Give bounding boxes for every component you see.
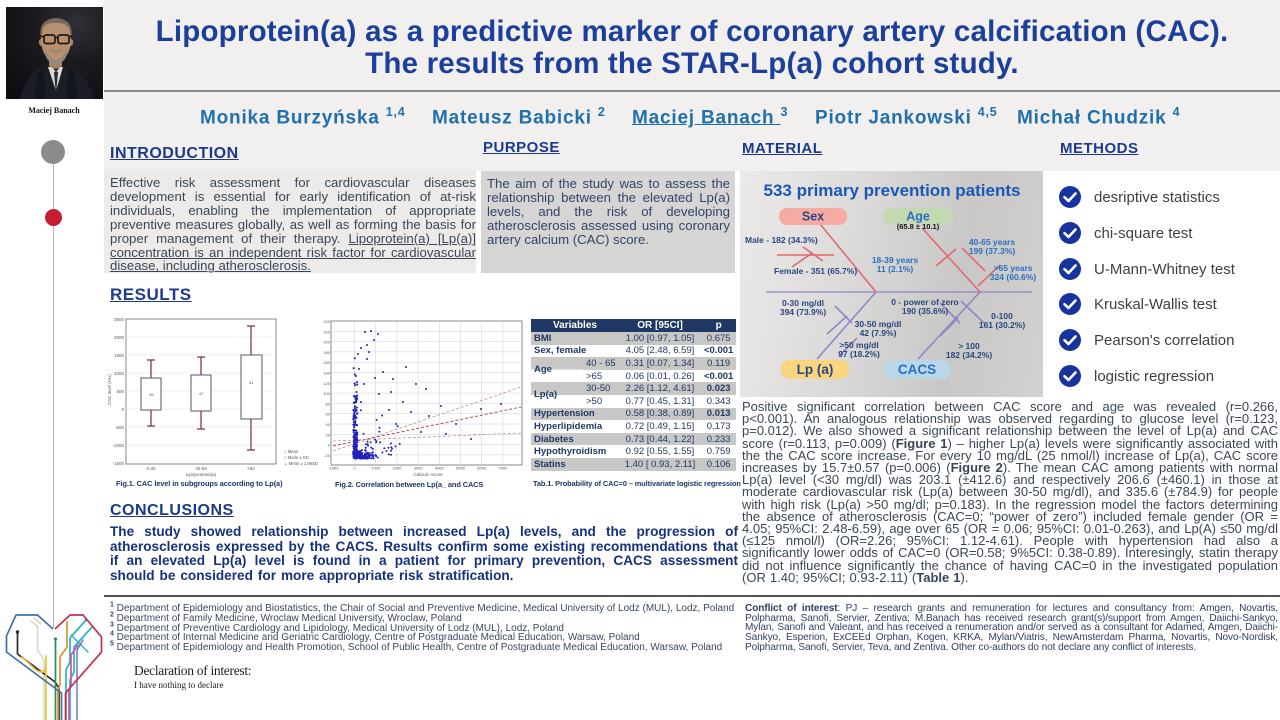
svg-text:Age: Age — [906, 210, 930, 224]
svg-text:100: 100 — [323, 391, 330, 396]
svg-text:0-30 mg/dl: 0-30 mg/dl — [782, 298, 824, 308]
svg-text:> 100: > 100 — [958, 341, 980, 351]
svg-text:160: 160 — [323, 360, 330, 365]
svg-text:120: 120 — [323, 381, 330, 386]
svg-text:7000: 7000 — [498, 466, 508, 471]
svg-text:Female - 351 (65.7%): Female - 351 (65.7%) — [774, 266, 857, 276]
svg-text:-1000: -1000 — [112, 443, 124, 448]
svg-text:>50: >50 — [247, 466, 255, 471]
svg-text:0: 0 — [328, 443, 331, 448]
svg-text:⊥ Mean ± 1.96SD: ⊥ Mean ± 1.96SD — [284, 461, 318, 466]
svg-text:Sex: Sex — [802, 210, 824, 224]
svg-text:1000: 1000 — [371, 466, 381, 471]
svg-text:0-30: 0-30 — [146, 466, 156, 471]
svg-text:>65 years: >65 years — [994, 263, 1033, 273]
svg-text:Lipoproteina(a): Lipoproteina(a) — [186, 472, 217, 477]
svg-text:200: 200 — [323, 340, 330, 345]
svg-text:220: 220 — [323, 329, 330, 334]
svg-text:0: 0 — [353, 466, 356, 471]
svg-text:40: 40 — [326, 422, 331, 427]
svg-text:0: 0 — [121, 407, 124, 412]
svg-text:20: 20 — [326, 432, 331, 437]
svg-text:CACS: CACS — [898, 362, 936, 377]
svg-text:Calcium Score: Calcium Score — [413, 472, 443, 477]
svg-text:324 (60.6%): 324 (60.6%) — [990, 272, 1036, 282]
svg-text:60: 60 — [326, 412, 331, 417]
svg-text:Lp (a): Lp (a) — [797, 362, 834, 377]
svg-text:97 (18.2%): 97 (18.2%) — [838, 349, 880, 359]
svg-text:0 - power of zero: 0 - power of zero — [891, 297, 959, 307]
svg-text:1500: 1500 — [114, 353, 125, 358]
svg-text:3000: 3000 — [414, 466, 424, 471]
svg-text:182 (34.2%): 182 (34.2%) — [946, 350, 992, 360]
svg-text:(65.8 ± 10.1): (65.8 ± 10.1) — [897, 222, 940, 231]
svg-text:5000: 5000 — [456, 466, 466, 471]
svg-text:40-65 years: 40-65 years — [969, 237, 1016, 247]
svg-text:4000: 4000 — [435, 466, 445, 471]
svg-text:□ Mean: □ Mean — [284, 449, 299, 454]
svg-text:2000: 2000 — [114, 335, 125, 340]
svg-text:CAC level (HU): CAC level (HU) — [107, 374, 112, 405]
svg-text:45: 45 — [149, 392, 154, 397]
svg-text:140: 140 — [323, 371, 330, 376]
svg-text:-1000: -1000 — [328, 466, 339, 471]
svg-text:500: 500 — [116, 389, 124, 394]
svg-text:2500: 2500 — [114, 317, 125, 322]
svg-text:394 (73.9%): 394 (73.9%) — [780, 307, 826, 317]
svg-text:2000: 2000 — [392, 466, 402, 471]
svg-text:80: 80 — [326, 401, 331, 406]
svg-text:11 (2.1%): 11 (2.1%) — [877, 264, 914, 274]
svg-text:0-100: 0-100 — [991, 311, 1013, 321]
svg-text:30-50: 30-50 — [195, 466, 207, 471]
svg-text:533 primary prevention patient: 533 primary prevention patients — [764, 181, 1021, 200]
svg-text:161 (30.2%): 161 (30.2%) — [979, 320, 1025, 330]
svg-text:180: 180 — [323, 350, 330, 355]
svg-text:240: 240 — [323, 319, 330, 324]
svg-text:18-39 years: 18-39 years — [872, 255, 919, 265]
svg-text:51: 51 — [249, 380, 254, 385]
svg-text:1000: 1000 — [114, 371, 125, 376]
svg-text:47: 47 — [199, 391, 204, 396]
svg-text:199 (37.3%): 199 (37.3%) — [969, 246, 1015, 256]
svg-text:□ Mode ± SD: □ Mode ± SD — [284, 455, 309, 460]
svg-text:190 (35.6%): 190 (35.6%) — [902, 306, 948, 316]
svg-text:-500: -500 — [115, 425, 125, 430]
svg-text:>50 mg/dl: >50 mg/dl — [839, 340, 878, 350]
svg-text:42 (7.9%): 42 (7.9%) — [860, 328, 897, 338]
svg-text:30-50 mg/dl: 30-50 mg/dl — [855, 319, 902, 329]
svg-text:-1500: -1500 — [112, 461, 124, 466]
svg-text:-20: -20 — [324, 453, 331, 458]
svg-text:Male - 182 (34.3%): Male - 182 (34.3%) — [745, 235, 818, 245]
svg-text:6000: 6000 — [477, 466, 487, 471]
